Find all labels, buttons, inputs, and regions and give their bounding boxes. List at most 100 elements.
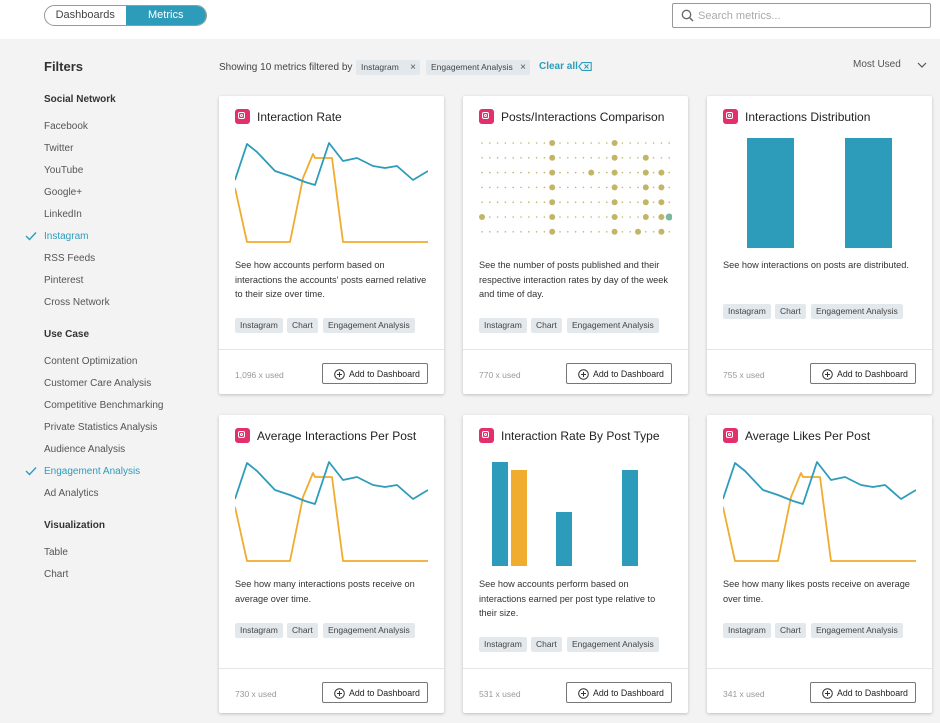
card-divider (219, 668, 444, 669)
filter-item-twitter[interactable]: Twitter (44, 143, 74, 154)
filter-item-youtube[interactable]: YouTube (44, 165, 84, 176)
filter-item-ad-analytics[interactable]: Ad Analytics (44, 488, 99, 499)
filter-item-facebook[interactable]: Facebook (44, 121, 88, 132)
data-dot (611, 199, 618, 206)
add-to-dashboard-button[interactable]: Add to Dashboard (810, 682, 916, 703)
data-dot (629, 186, 631, 189)
clear-all-link[interactable]: Clear all (539, 61, 578, 72)
filter-item-cross-network[interactable]: Cross Network (44, 297, 110, 308)
data-dot (504, 216, 507, 218)
data-dot (496, 231, 499, 233)
filter-item-engagement-analysis[interactable]: Engagement Analysis (44, 466, 141, 477)
data-dot (652, 216, 655, 218)
data-dot (512, 186, 514, 189)
data-dot (637, 201, 639, 203)
filter-item-table[interactable]: Table (44, 547, 68, 558)
add-to-dashboard-button[interactable]: Add to Dashboard (566, 682, 672, 703)
data-dot (611, 154, 618, 161)
remove-chip-icon[interactable]: × (410, 62, 416, 73)
data-dot (637, 216, 639, 218)
series-line-orange (235, 153, 428, 243)
card-description: See how interactions on posts are distri… (723, 260, 909, 270)
data-dot (598, 157, 600, 159)
filter-item-private-statistics-analysis[interactable]: Private Statistics Analysis (44, 422, 158, 433)
data-dot (549, 228, 556, 235)
card-description: See how accounts perform based on intera… (479, 579, 656, 618)
data-dot (629, 157, 631, 159)
add-to-dashboard-label: Add to Dashboard (593, 688, 664, 698)
metric-card-average-likes-per-post: Average Likes Per Post See how many likes… (707, 415, 932, 713)
tag-instagram: Instagram (723, 623, 771, 638)
tag-engagement-analysis: Engagement Analysis (567, 318, 659, 333)
data-dot (567, 157, 569, 159)
add-to-dashboard-button[interactable]: Add to Dashboard (566, 363, 672, 384)
data-dot (590, 186, 592, 189)
data-dot (520, 201, 522, 203)
card-description: See how many interactions posts receive … (235, 579, 415, 604)
data-dot (504, 231, 507, 233)
filter-heading: Social Network (44, 94, 116, 105)
data-dot (582, 216, 585, 218)
series-line-blue (235, 142, 428, 186)
card-divider (463, 668, 688, 669)
filter-item-audience-analysis[interactable]: Audience Analysis (44, 444, 126, 455)
remove-chip-icon[interactable]: × (520, 62, 526, 73)
data-dot (504, 171, 507, 174)
filter-item-linkedin[interactable]: LinkedIn (44, 209, 82, 220)
add-to-dashboard-label: Add to Dashboard (837, 369, 908, 379)
data-dot (652, 171, 655, 174)
data-dot (520, 231, 522, 233)
add-to-dashboard-button[interactable]: Add to Dashboard (322, 682, 428, 703)
card-title: Interaction Rate By Post Type (501, 429, 660, 443)
data-dot (629, 142, 631, 144)
search-input[interactable] (698, 5, 923, 26)
tag-chart: Chart (775, 623, 806, 638)
data-dot (574, 186, 577, 189)
data-dot (504, 142, 507, 144)
filter-item-chart[interactable]: Chart (44, 569, 69, 580)
usage-count: 755 x used (723, 370, 765, 380)
filter-item-content-optimization[interactable]: Content Optimization (44, 356, 138, 367)
plus-circle-icon (334, 688, 345, 699)
add-to-dashboard-button[interactable]: Add to Dashboard (322, 363, 428, 384)
data-dot (652, 186, 655, 189)
chart-bar (492, 462, 508, 566)
search-icon (681, 9, 694, 22)
data-dot (606, 201, 608, 203)
data-dot (652, 157, 655, 159)
tab-metrics[interactable]: Metrics (125, 6, 206, 25)
filter-item-competitive-benchmarking[interactable]: Competitive Benchmarking (44, 400, 164, 411)
data-dot (637, 171, 639, 174)
chevron-down-icon[interactable] (917, 62, 927, 68)
data-dot (489, 186, 491, 189)
filter-item-pinterest[interactable]: Pinterest (44, 275, 84, 286)
card-divider (707, 668, 932, 669)
data-dot (611, 214, 618, 220)
data-dot (549, 140, 556, 146)
sort-dropdown[interactable]: Most Used (853, 59, 901, 70)
data-dot (481, 142, 483, 144)
filter-item-rss-feeds[interactable]: RSS Feeds (44, 253, 96, 264)
backspace-icon[interactable] (578, 62, 592, 71)
chart-bar (622, 470, 638, 566)
filters-sidebar: Filters Social Network Facebook Twitter … (0, 39, 200, 723)
data-dot (637, 157, 639, 159)
filter-item-google-plus[interactable]: Google+ (44, 187, 83, 198)
chip-label: Instagram (361, 62, 399, 72)
add-to-dashboard-button[interactable]: Add to Dashboard (810, 363, 916, 384)
data-dot (606, 186, 608, 189)
data-dot (574, 142, 577, 144)
metric-card-average-interactions-per-post: Average Interactions Per Post See how man… (219, 415, 444, 713)
data-dot (549, 199, 556, 206)
filter-item-instagram[interactable]: Instagram (44, 231, 89, 242)
data-dot (598, 142, 600, 144)
data-dot (543, 171, 546, 174)
data-dot (621, 171, 624, 174)
filter-item-customer-care-analysis[interactable]: Customer Care Analysis (44, 378, 152, 389)
data-dot (588, 169, 595, 176)
data-dot (598, 171, 600, 174)
tab-dashboards[interactable]: Dashboards (55, 9, 115, 21)
data-dot (629, 201, 631, 203)
data-dot (582, 186, 585, 189)
data-dot (504, 157, 507, 159)
